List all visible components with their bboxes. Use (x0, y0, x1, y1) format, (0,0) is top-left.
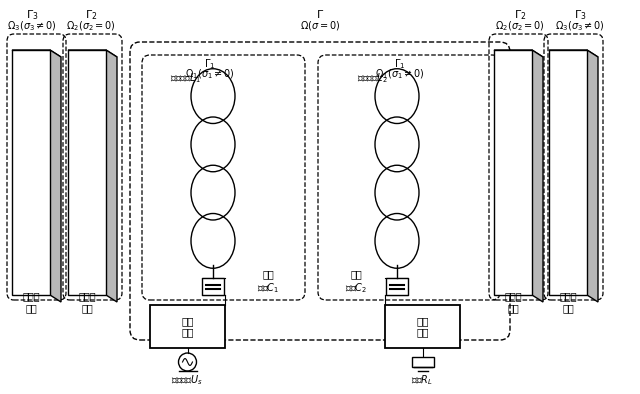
Polygon shape (587, 50, 598, 302)
Text: $\mathit{\Omega}_2(\sigma_2=0)$: $\mathit{\Omega}_2(\sigma_2=0)$ (495, 19, 545, 33)
Text: 电屏蔽
材料: 电屏蔽 材料 (22, 291, 40, 313)
Polygon shape (50, 50, 61, 302)
Text: $\mathit{\Gamma}_3$: $\mathit{\Gamma}_3$ (573, 8, 586, 22)
Text: $\mathit{\Omega}_2(\sigma_2=0)$: $\mathit{\Omega}_2(\sigma_2=0)$ (66, 19, 116, 33)
Text: 电屏蔽
材料: 电屏蔽 材料 (559, 291, 577, 313)
Polygon shape (494, 50, 532, 295)
Text: 发射线圈$L_1$: 发射线圈$L_1$ (170, 71, 200, 85)
Text: $\mathit{\Gamma}_1$: $\mathit{\Gamma}_1$ (394, 57, 406, 71)
Text: $\mathit{\Gamma}$: $\mathit{\Gamma}$ (316, 8, 324, 20)
FancyBboxPatch shape (150, 305, 225, 348)
Text: $\mathit{\Omega}_1(\sigma_1\neq0)$: $\mathit{\Omega}_1(\sigma_1\neq0)$ (185, 67, 235, 81)
Text: $\mathit{\Gamma}_2$: $\mathit{\Gamma}_2$ (514, 8, 526, 22)
Text: $\mathit{\Omega}(\sigma=0)$: $\mathit{\Omega}(\sigma=0)$ (300, 19, 340, 32)
Text: 逆变电源$U_s$: 逆变电源$U_s$ (172, 373, 204, 387)
Text: $\mathit{\Omega}_3(\sigma_3\neq0)$: $\mathit{\Omega}_3(\sigma_3\neq0)$ (555, 19, 605, 33)
Polygon shape (68, 50, 106, 295)
FancyBboxPatch shape (386, 278, 408, 295)
FancyBboxPatch shape (202, 278, 224, 295)
Polygon shape (532, 50, 543, 302)
Text: 整流
电路: 整流 电路 (416, 316, 429, 337)
Polygon shape (12, 50, 61, 57)
Polygon shape (12, 50, 50, 295)
Text: 负载$R_L$: 负载$R_L$ (412, 373, 433, 387)
FancyBboxPatch shape (385, 305, 460, 348)
Polygon shape (106, 50, 117, 302)
Polygon shape (549, 50, 587, 295)
Text: $\mathit{\Gamma}_2$: $\mathit{\Gamma}_2$ (84, 8, 97, 22)
Text: 发射线圈$L_2$: 发射线圈$L_2$ (356, 71, 387, 85)
Text: 磁屏蔽
材料: 磁屏蔽 材料 (78, 291, 96, 313)
Text: $\mathit{\Gamma}_1$: $\mathit{\Gamma}_1$ (204, 57, 216, 71)
Polygon shape (549, 50, 598, 57)
Text: 谐振
电容$C_1$: 谐振 电容$C_1$ (257, 269, 279, 295)
Text: 谐振
电容$C_2$: 谐振 电容$C_2$ (345, 269, 367, 295)
Polygon shape (68, 50, 117, 57)
Text: 磁屏蔽
材料: 磁屏蔽 材料 (504, 291, 522, 313)
Text: $\mathit{\Omega}_3(\sigma_3\neq0)$: $\mathit{\Omega}_3(\sigma_3\neq0)$ (7, 19, 57, 33)
Text: $\mathit{\Omega}_1(\sigma_1\neq0)$: $\mathit{\Omega}_1(\sigma_1\neq0)$ (375, 67, 425, 81)
Text: $\mathit{\Gamma}_3$: $\mathit{\Gamma}_3$ (26, 8, 38, 22)
Polygon shape (494, 50, 543, 57)
FancyBboxPatch shape (412, 357, 433, 367)
Text: 逆变
电路: 逆变 电路 (181, 316, 194, 337)
